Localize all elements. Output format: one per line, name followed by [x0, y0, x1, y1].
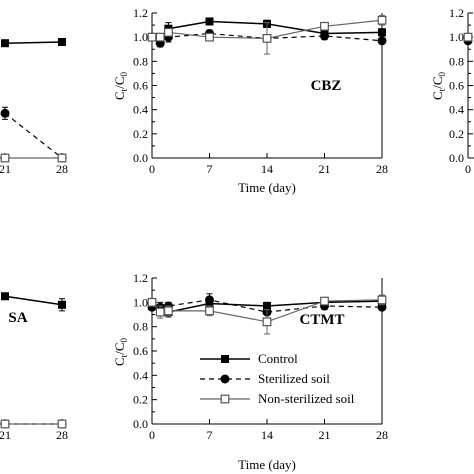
- y-label-subscript: 0: [119, 338, 129, 343]
- data-point: [57, 419, 67, 429]
- y-tick-label: 0.0: [133, 417, 148, 431]
- x-tick-label: 0: [149, 428, 155, 442]
- y-tick-label: 0.2: [133, 127, 148, 141]
- data-point: [320, 296, 329, 306]
- y-tick-label: 0.0: [133, 151, 148, 165]
- data-point: [164, 306, 173, 316]
- data-point: [164, 27, 173, 37]
- legend-label: Control: [258, 351, 298, 366]
- y-label-part: C: [430, 91, 445, 100]
- legend-label: Non-sterilized soil: [258, 391, 355, 406]
- y-tick-label: 1.2: [449, 6, 464, 20]
- data-point: [147, 297, 157, 307]
- data-point: [463, 32, 473, 42]
- data-point: [0, 153, 10, 163]
- data-point: [205, 32, 214, 42]
- y-label-part: C: [112, 91, 127, 100]
- legend: Control Sterilized soil Non-sterilized soi…: [200, 351, 355, 406]
- data-point: [147, 32, 157, 42]
- x-tick-label: 21: [0, 428, 11, 442]
- panel-title: CTMT: [300, 312, 345, 328]
- y-label-subscript: t: [119, 354, 129, 357]
- data-point: [1, 39, 9, 48]
- y-label-part: /C: [112, 343, 127, 355]
- y-label-subscript: 0: [437, 72, 447, 77]
- x-tick-label: 21: [319, 428, 331, 442]
- data-point: [262, 33, 272, 43]
- y-label-subscript: 0: [119, 72, 129, 77]
- y-tick-label: 0.6: [133, 79, 148, 93]
- panel-title: SA: [8, 310, 27, 326]
- data-point: [155, 307, 165, 317]
- data-point: [205, 17, 214, 26]
- y-label-part: /C: [430, 77, 445, 89]
- x-tick-label: 28: [376, 162, 388, 176]
- x-axis-label: Time (day): [238, 180, 296, 195]
- y-axis-label: Ct/C0: [112, 72, 129, 100]
- y-axis-label: Ct/C0: [112, 338, 129, 366]
- data-point: [0, 419, 10, 429]
- x-tick-label: 0: [465, 162, 471, 176]
- x-tick-label: 7: [207, 162, 213, 176]
- data-point: [1, 292, 9, 301]
- x-tick-label: 14: [261, 162, 273, 176]
- y-label-part: /C: [112, 77, 127, 89]
- x-tick-label: 28: [376, 428, 388, 442]
- x-tick-label: 7: [207, 428, 213, 442]
- legend-marker: [221, 355, 229, 363]
- data-point: [262, 317, 272, 327]
- x-tick-label: 21: [319, 162, 331, 176]
- data-point: [377, 36, 387, 46]
- series-line-sterilized-soil: [4, 112, 63, 159]
- data-point: [377, 15, 387, 25]
- data-point: [320, 31, 329, 41]
- series-line-control: [4, 295, 63, 306]
- y-tick-label: 0.8: [449, 54, 464, 68]
- x-axis-label: Time (day): [238, 457, 296, 472]
- data-point: [378, 28, 386, 37]
- legend-label: Sterilized soil: [258, 371, 330, 386]
- y-tick-label: 0.4: [133, 103, 148, 117]
- x-tick-label: 14: [261, 428, 273, 442]
- series-line-control: [4, 41, 63, 44]
- y-tick-label: 1.2: [133, 6, 148, 20]
- y-label-subscript: t: [119, 88, 129, 91]
- y-tick-label: 0.4: [133, 368, 148, 382]
- data-point: [205, 306, 214, 316]
- y-label-subscript: t: [437, 88, 447, 91]
- legend-marker: [220, 394, 230, 404]
- data-point: [205, 295, 214, 305]
- data-point: [320, 21, 329, 31]
- y-axis-label: Ct/C0: [430, 72, 447, 100]
- legend-marker: [220, 374, 230, 384]
- y-tick-label: 1.2: [133, 271, 148, 285]
- panel-3-axes: [0, 419, 66, 425]
- y-tick-label: 0.6: [133, 344, 148, 358]
- y-label-part: C: [112, 357, 127, 366]
- data-point: [58, 38, 66, 46]
- y-tick-label: 0.2: [133, 393, 148, 407]
- data-point: [0, 108, 10, 118]
- x-tick-label: 28: [56, 428, 68, 442]
- y-tick-label: 0.8: [133, 54, 148, 68]
- y-tick-label: 0.6: [449, 79, 464, 93]
- panel-title: CBZ: [311, 78, 342, 94]
- y-tick-label: 1.0: [449, 30, 464, 44]
- y-tick-label: 1.0: [133, 295, 148, 309]
- y-tick-label: 0.2: [449, 127, 464, 141]
- y-tick-label: 0.8: [133, 320, 148, 334]
- y-tick-label: 0.4: [449, 103, 464, 117]
- data-point: [155, 32, 165, 42]
- x-tick-label: 0: [149, 162, 155, 176]
- data-point: [377, 295, 387, 305]
- data-point: [57, 153, 67, 163]
- y-tick-label: 0.0: [449, 151, 464, 165]
- x-tick-label: 21: [0, 162, 11, 176]
- x-tick-label: 28: [56, 162, 68, 176]
- y-tick-label: 1.0: [133, 30, 148, 44]
- data-point: [58, 300, 66, 309]
